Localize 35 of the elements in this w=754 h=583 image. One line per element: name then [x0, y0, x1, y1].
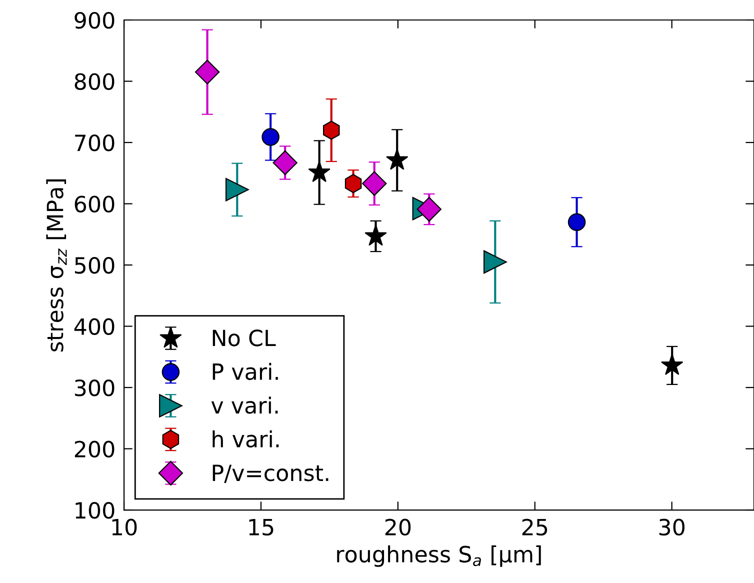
point [568, 213, 586, 232]
y-tick-label: 100 [76, 502, 114, 519]
y-axis-title: stress σ$_{zz}$ [MPa] [46, 179, 67, 352]
y-tick-label: 200 [74, 440, 114, 458]
y-tick-label: 800 [74, 73, 114, 90]
x-tick-label: 30 [659, 518, 684, 536]
y-tick-label: 400 [74, 318, 114, 336]
point [660, 354, 684, 375]
x-tick-label: 10 [112, 518, 137, 536]
y-tick-label: 300 [74, 379, 114, 396]
legend-label: P vari. [212, 362, 278, 380]
point [386, 148, 408, 170]
point [362, 171, 387, 196]
x-tick-label: 20 [385, 518, 411, 536]
y-tick-label: 700 [75, 134, 114, 152]
point [344, 174, 362, 194]
legend-label: P/v=const. [212, 464, 328, 484]
legend-label: h vari. [212, 430, 279, 448]
point [484, 250, 507, 274]
point [262, 128, 280, 146]
x-tick-label: 25 [522, 518, 548, 536]
point [364, 224, 387, 246]
point [416, 196, 442, 222]
y-tick-label: 500 [75, 256, 114, 274]
legend-label: v vari. [211, 396, 278, 414]
y-tick-label: 600 [74, 196, 114, 213]
point [308, 160, 330, 182]
x-tick-label: 15 [249, 519, 274, 536]
point [323, 120, 340, 140]
y-tick-label: 900 [74, 12, 114, 29]
x-axis-title: roughness S$_{a}$ [μm] [337, 545, 541, 567]
point [194, 60, 220, 84]
legend-label: No CL [212, 330, 276, 346]
point [225, 178, 249, 202]
point [272, 150, 298, 176]
